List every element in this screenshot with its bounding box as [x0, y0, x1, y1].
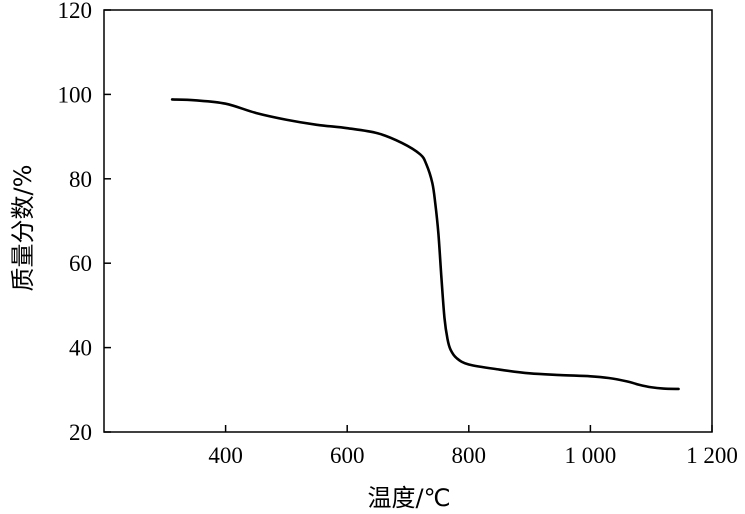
x-tick-label: 600: [330, 443, 365, 468]
x-tick-label: 1 000: [565, 443, 617, 468]
y-tick-label: 60: [69, 251, 92, 276]
y-tick-label: 40: [69, 336, 92, 361]
y-tick-label: 100: [58, 82, 93, 107]
plot-frame: [103, 9, 713, 433]
y-tick-label: 80: [69, 167, 92, 192]
y-tick-label: 20: [69, 420, 92, 445]
x-tick-label: 1 200: [686, 443, 738, 468]
mass-fraction-curve: [170, 98, 680, 391]
x-tick-label: 400: [208, 443, 243, 468]
x-tick-label: 800: [452, 443, 487, 468]
x-axis-title: 温度/℃: [367, 484, 450, 512]
y-axis-title: 质量分数/%: [9, 165, 37, 292]
y-tick-label: 120: [58, 0, 93, 23]
